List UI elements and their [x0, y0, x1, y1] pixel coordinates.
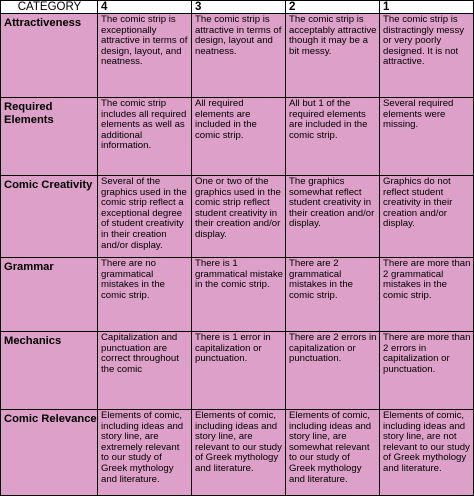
- category-label: Grammar: [0, 257, 98, 332]
- score-header-1: 1: [379, 0, 474, 14]
- rubric-row-required-elements: Required Elements The comic strip includ…: [0, 97, 474, 176]
- rubric-row-comic-relevance: Comic Relevance Elements of comic, inclu…: [0, 409, 474, 496]
- criterion-cell: One or two of the graphics used in the c…: [191, 175, 286, 258]
- criterion-cell: Several of the graphics used in the comi…: [97, 175, 192, 258]
- criterion-cell: Several required elements were missing.: [379, 97, 474, 176]
- criterion-cell: There are no grammatical mistakes in the…: [97, 257, 192, 332]
- criterion-cell: There is 1 error in capitalization or pu…: [191, 331, 286, 410]
- criterion-cell: The comic strip includes all required el…: [97, 97, 192, 176]
- category-header: CATEGORY: [0, 0, 98, 14]
- category-label: Attractiveness: [0, 13, 98, 98]
- rubric-row-mechanics: Mechanics Capitalization and punctuation…: [0, 331, 474, 410]
- category-label: Comic Relevance: [0, 409, 98, 496]
- header-row: CATEGORY 4 3 2 1: [0, 0, 474, 14]
- criterion-cell: There is 1 grammatical mistake in the co…: [191, 257, 286, 332]
- criterion-cell: There are more than 2 grammatical mistak…: [379, 257, 474, 332]
- criterion-cell: The comic strip is distractingly messy o…: [379, 13, 474, 98]
- score-header-3: 3: [191, 0, 286, 14]
- criterion-cell: Elements of comic, including ideas and s…: [191, 409, 286, 496]
- rubric-row-attractiveness: Attractiveness The comic strip is except…: [0, 13, 474, 98]
- criterion-cell: Elements of comic, including ideas and s…: [285, 409, 380, 496]
- criterion-cell: The comic strip is acceptably attractive…: [285, 13, 380, 98]
- criterion-cell: There are more than 2 errors in capitali…: [379, 331, 474, 410]
- criterion-cell: The comic strip is attractive in terms o…: [191, 13, 286, 98]
- criterion-cell: Graphics do not reflect student creativi…: [379, 175, 474, 258]
- score-header-2: 2: [285, 0, 380, 14]
- criterion-cell: Elements of comic, including ideas and s…: [379, 409, 474, 496]
- criterion-cell: Capitalization and punctuation are corre…: [97, 331, 192, 410]
- category-label: Comic Creativity: [0, 175, 98, 258]
- score-header-4: 4: [97, 0, 192, 14]
- criterion-cell: The graphics somewhat reflect student cr…: [285, 175, 380, 258]
- rubric-row-comic-creativity: Comic Creativity Several of the graphics…: [0, 175, 474, 258]
- criterion-cell: Elements of comic, including ideas and s…: [97, 409, 192, 496]
- criterion-cell: There are 2 grammatical mistakes in the …: [285, 257, 380, 332]
- rubric-row-grammar: Grammar There are no grammatical mistake…: [0, 257, 474, 332]
- criterion-cell: There are 2 errors in capitalization or …: [285, 331, 380, 410]
- category-label: Mechanics: [0, 331, 98, 410]
- criterion-cell: All but 1 of the required elements are i…: [285, 97, 380, 176]
- category-label: Required Elements: [0, 97, 98, 176]
- criterion-cell: The comic strip is exceptionally attract…: [97, 13, 192, 98]
- criterion-cell: All required elements are included in th…: [191, 97, 286, 176]
